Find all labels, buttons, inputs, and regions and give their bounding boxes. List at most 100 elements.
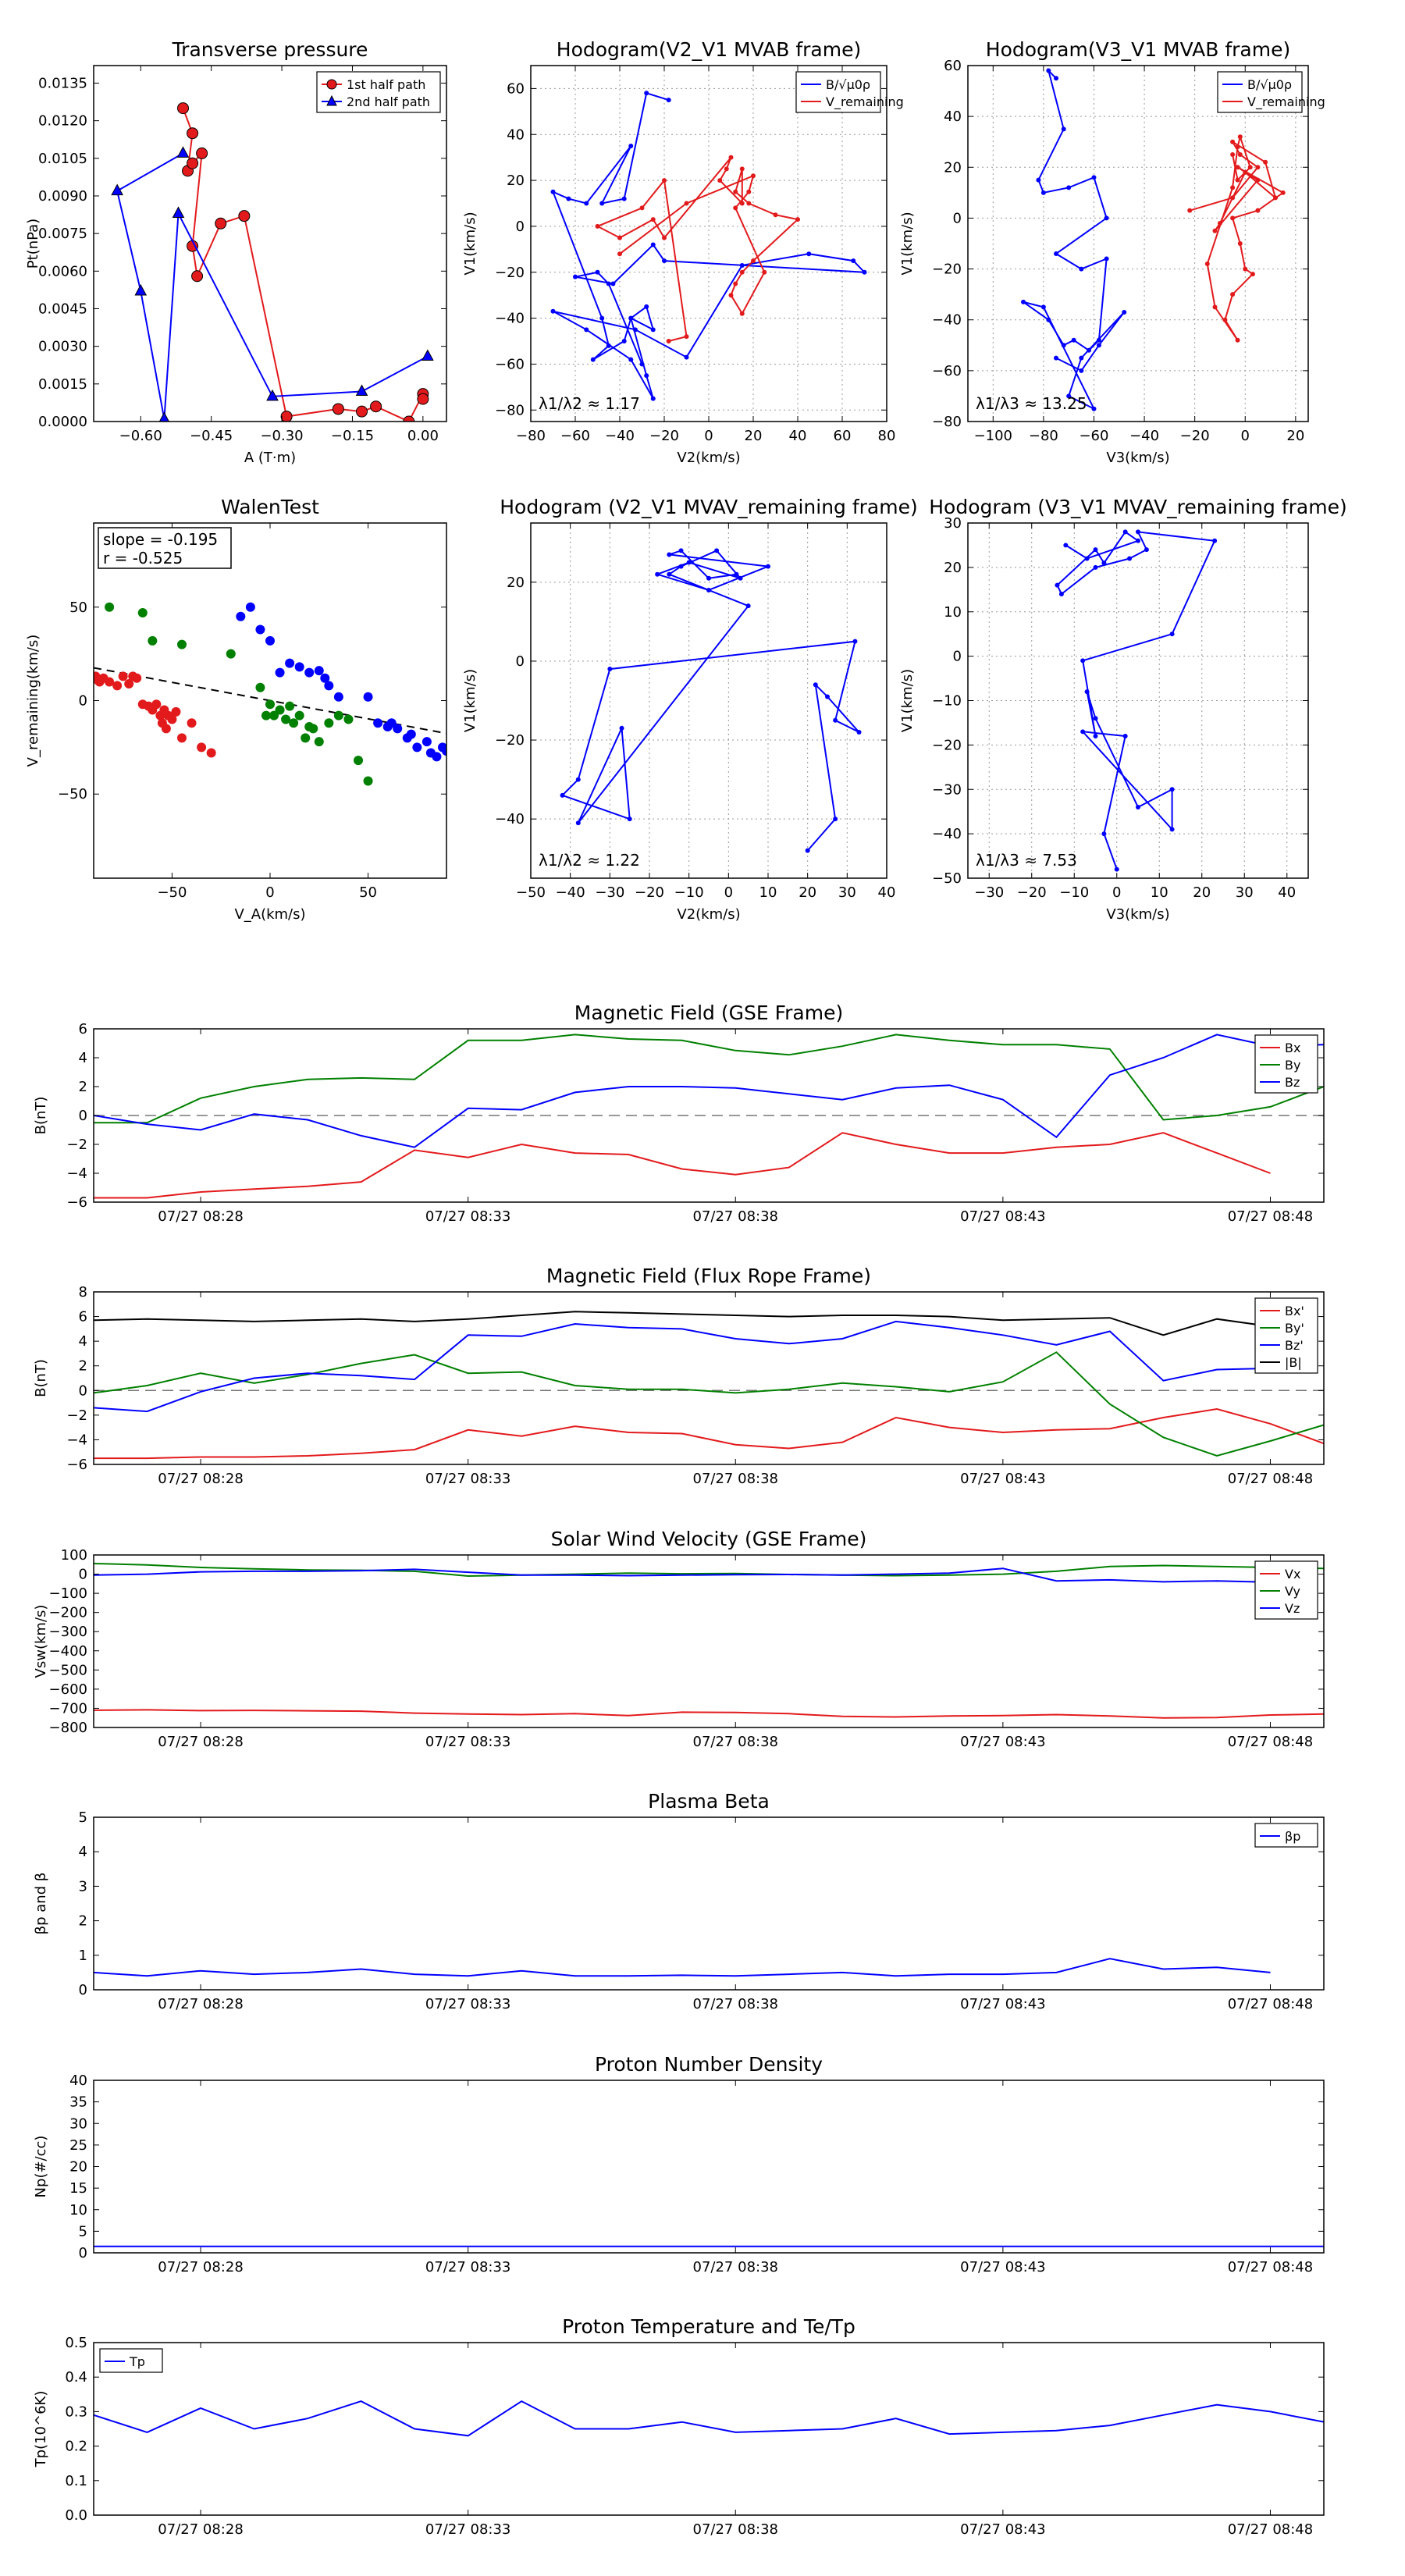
y-tick-label: 0	[79, 693, 87, 710]
plot-area	[1021, 68, 1286, 411]
chart-title: Hodogram (V2_V1 MVAV_remaining frame)	[500, 496, 918, 518]
y-tick-label: −60	[932, 363, 962, 379]
data-point	[686, 560, 692, 565]
y-tick-label: 3	[79, 1878, 87, 1895]
y-tick-label: 0	[953, 649, 962, 665]
plot-frame	[93, 1554, 1325, 1728]
data-point	[281, 714, 291, 724]
data-point	[124, 678, 134, 688]
data-point	[595, 269, 600, 275]
data-point	[619, 725, 624, 731]
x-tick-label: 07/27 08:28	[158, 1734, 243, 1750]
data-point	[1054, 76, 1059, 81]
x-tick-label: 07/27 08:28	[158, 2259, 243, 2275]
data-point	[575, 820, 581, 826]
x-tick-label: 07/27 08:48	[1228, 1471, 1313, 1487]
data-point	[1243, 169, 1248, 175]
data-point	[1079, 368, 1084, 373]
y-tick-label: 0	[953, 210, 962, 226]
data-point	[1087, 347, 1092, 353]
y-tick-label: 0.0060	[38, 263, 87, 279]
data-point	[1122, 309, 1127, 315]
stats-line: slope = -0.195	[103, 530, 218, 549]
data-point	[314, 737, 324, 747]
y-tick-label: 0.0	[65, 2507, 87, 2524]
legend: Vx Vy Vz	[1254, 1560, 1318, 1620]
data-point	[1263, 159, 1268, 165]
data-point	[621, 196, 627, 201]
chart-title: Magnetic Field (GSE Frame)	[574, 1002, 843, 1024]
x-tick-label: 0	[1112, 884, 1121, 901]
proton-number-density-chart: Proton Number Density 07/27 08:28 07/27 08…	[33, 2053, 1325, 2275]
series-line-vx	[94, 1709, 1324, 1719]
data-point	[406, 729, 416, 739]
plot-frame	[530, 522, 887, 879]
y-tick-label: 10	[69, 2202, 87, 2218]
y-tick-label: 40	[69, 2073, 87, 2089]
data-point	[176, 146, 190, 158]
x-tick-label: 0.00	[407, 428, 439, 444]
data-point	[1093, 547, 1098, 553]
data-point	[432, 752, 442, 762]
legend-marker	[326, 79, 337, 90]
data-point	[167, 714, 177, 724]
data-point	[851, 258, 856, 264]
legend-label: V_remaining	[1247, 94, 1325, 110]
data-point	[607, 667, 613, 672]
data-point	[196, 147, 208, 159]
data-point	[354, 756, 363, 766]
data-point	[1247, 165, 1253, 170]
data-point	[1063, 543, 1069, 548]
data-point	[575, 777, 581, 782]
data-point	[650, 242, 656, 247]
x-axis-label: V3(km/s)	[1106, 450, 1169, 466]
plot-frame	[93, 65, 447, 422]
y-tick-label: 25	[69, 2137, 87, 2154]
data-point	[332, 403, 344, 415]
data-point	[333, 710, 343, 720]
data-point	[1114, 866, 1119, 872]
data-point	[650, 217, 656, 222]
plot-area	[550, 91, 867, 401]
data-point	[386, 718, 397, 728]
legend: B/√μ0ρ V_remaining	[1217, 71, 1325, 113]
data-point	[1079, 355, 1084, 361]
x-tick-label: 0	[724, 884, 733, 901]
data-point	[706, 575, 711, 581]
x-axis-label: A (T·m)	[244, 450, 296, 466]
data-point	[1104, 215, 1109, 221]
y-tick-label: 0	[516, 219, 525, 235]
y-tick-label: −100	[49, 1585, 87, 1602]
x-tick-label: −50	[516, 884, 546, 901]
proton-temperature-chart: Proton Temperature and Te/Tp 07/27 08:28 0…	[33, 2315, 1325, 2538]
data-point	[275, 667, 285, 678]
eigenvalue-ratio-annotation: λ1/λ2 ≈ 1.22	[539, 851, 640, 870]
data-point	[285, 701, 295, 711]
plot-area	[111, 102, 434, 422]
data-point	[105, 677, 115, 687]
plot-area	[94, 1958, 1271, 1977]
data-point	[111, 183, 123, 196]
data-point	[684, 334, 689, 340]
data-point	[733, 189, 738, 194]
solar-wind-velocity-chart: Solar Wind Velocity (GSE Frame) 07/27 08:…	[33, 1528, 1325, 1750]
series-line-vz	[94, 1567, 1271, 1583]
data-point	[197, 742, 207, 753]
data-point	[1040, 190, 1046, 195]
eigenvalue-ratio-annotation: λ1/λ3 ≈ 7.53	[976, 851, 1077, 870]
data-point	[621, 339, 627, 344]
legend-label: Bz'	[1285, 1338, 1304, 1353]
y-tick-label: 30	[944, 515, 962, 532]
data-point	[1222, 317, 1228, 322]
y-tick-label: 0.0000	[38, 414, 87, 430]
data-point	[304, 667, 315, 678]
x-tick-label: −80	[1029, 428, 1058, 444]
x-tick-label: 10	[1151, 884, 1168, 901]
y-tick-label: −40	[495, 811, 525, 827]
legend: Bx' By' Bz' |B|	[1254, 1297, 1318, 1374]
x-tick-label: 07/27 08:38	[693, 2521, 778, 2538]
data-point	[301, 733, 311, 743]
y-axis-label: V1(km/s)	[462, 212, 478, 275]
legend: Tp	[99, 2348, 163, 2373]
data-point	[294, 710, 304, 720]
